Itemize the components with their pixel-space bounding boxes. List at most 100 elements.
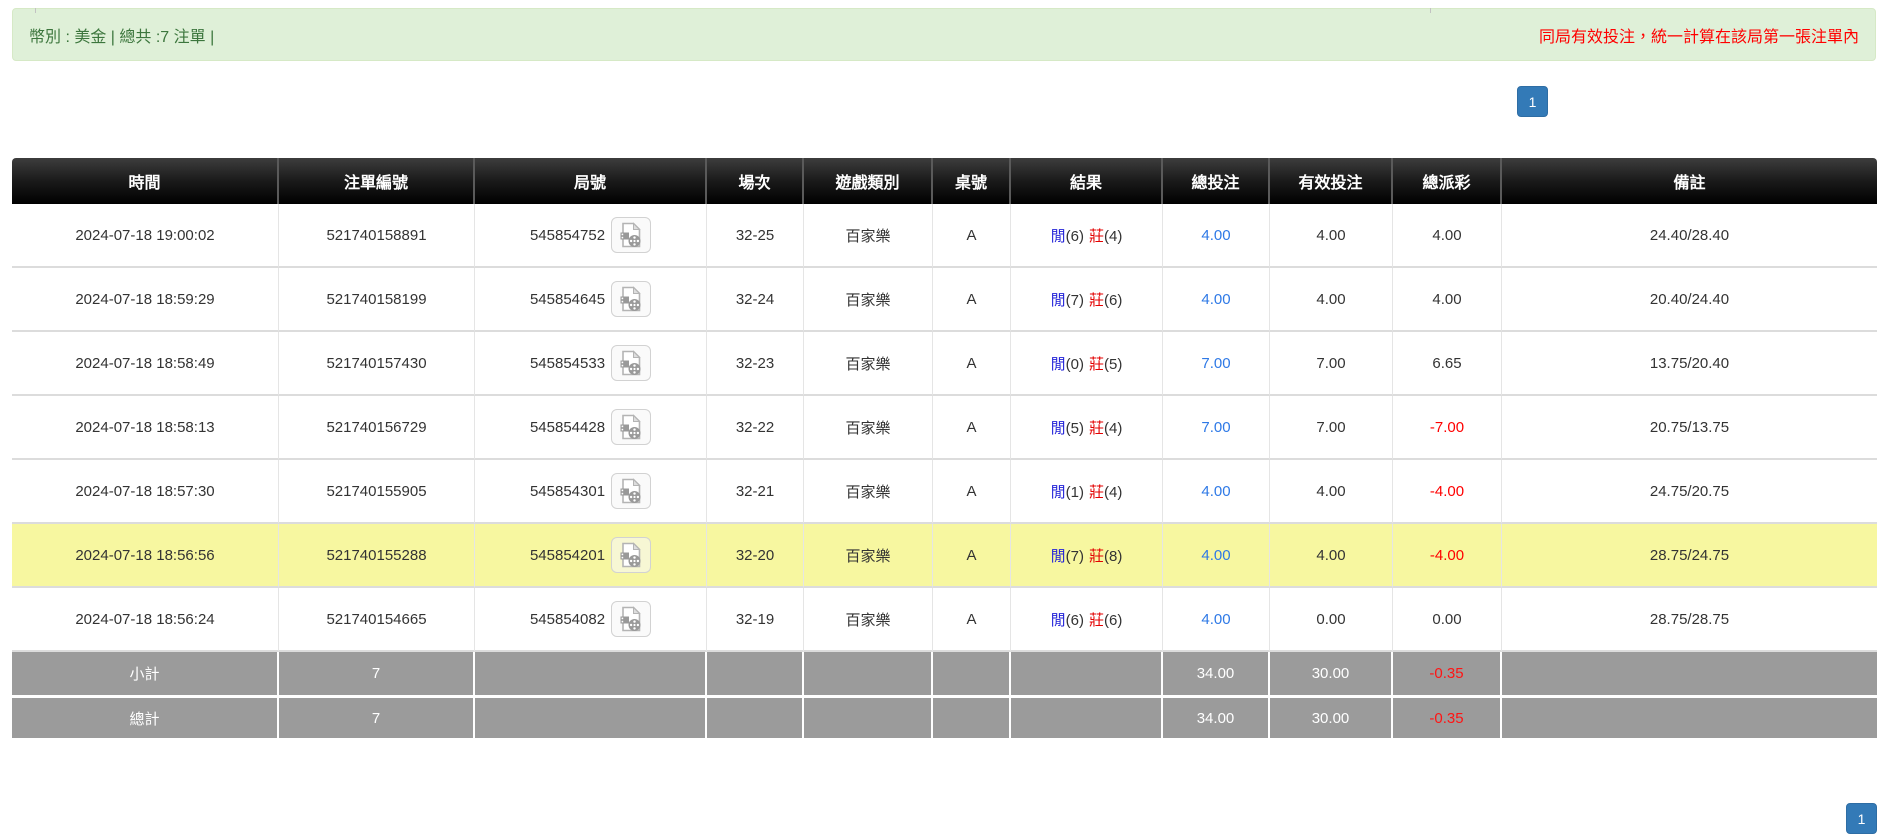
cell-remark: 28.75/28.75 [1502,588,1877,652]
video-replay-button[interactable] [611,473,652,509]
cell-table-number: A [933,268,1011,332]
total-bet-link[interactable]: 4.00 [1201,482,1231,500]
table-number: A [966,354,977,372]
bet-time: 2024-07-18 18:58:13 [75,418,215,436]
cell-time: 2024-07-18 18:56:56 [12,524,279,588]
payout-value: 4.00 [1432,226,1462,244]
valid-bet-value: 4.00 [1316,290,1346,308]
video-replay-button[interactable] [611,217,652,253]
table-row[interactable]: 2024-07-18 19:00:02 521740158891 5458547… [12,204,1877,268]
total-bet-link[interactable]: 4.00 [1201,610,1231,628]
round-number: 545854082 [529,610,606,628]
total-bet-link[interactable]: 4.00 [1201,226,1231,244]
cell-result: 閒(1) 莊(4) [1011,460,1163,524]
cell-bet-number: 521740158891 [279,204,475,268]
cell-total-bet: 7.00 [1163,396,1270,460]
cell-round-number: 545854301 [475,460,707,524]
payout-value: 4.00 [1432,290,1462,308]
banker-label: 莊 [1089,227,1105,245]
bet-number: 521740158199 [326,290,427,308]
bet-time: 2024-07-18 18:56:24 [75,610,215,628]
cell-result: 閒(5) 莊(4) [1011,396,1163,460]
cell-summary-payout: -0.35 [1393,652,1502,695]
column-header: 結果 [1011,158,1163,204]
video-replay-button[interactable] [611,409,652,445]
summary-valid-bet: 30.00 [1311,709,1350,727]
top-edge-remnant-line [35,8,36,13]
total-bet-link[interactable]: 4.00 [1201,546,1231,564]
cell-round-number: 545854533 [475,332,707,396]
cell-empty [1502,652,1877,695]
game-type: 百家樂 [845,291,891,309]
cell-result: 閒(7) 莊(8) [1011,524,1163,588]
header-row: 時間 注單編號 局號 場次 遊戲類別 桌號 結果 總投注 有效投注 總派彩 備註 [12,158,1877,204]
round-number: 545854428 [529,418,606,436]
payout-value: -7.00 [1429,418,1465,436]
cell-round-number: 545854082 [475,588,707,652]
cell-round-number: 545854645 [475,268,707,332]
table-row[interactable]: 2024-07-18 18:56:24 521740154665 5458540… [12,588,1877,652]
table-number: A [966,546,977,564]
player-score: (0) [1065,355,1084,373]
player-label: 閒 [1050,355,1066,373]
summary-row: 總計 7 34.00 30.00 -0.35 [12,695,1877,738]
column-header: 總投注 [1163,158,1270,204]
video-replay-button[interactable] [611,281,652,317]
table-row[interactable]: 2024-07-18 18:56:56 521740155288 5458542… [12,524,1877,588]
total-bet-link[interactable]: 4.00 [1201,290,1231,308]
player-score: (1) [1065,483,1084,501]
valid-bet-value: 0.00 [1316,610,1346,628]
cell-empty [707,695,804,738]
video-replay-button[interactable] [611,601,652,637]
table-number: A [966,610,977,628]
banker-label: 莊 [1089,547,1105,565]
cell-time: 2024-07-18 18:58:13 [12,396,279,460]
cell-bet-number: 521740154665 [279,588,475,652]
cell-valid-bet: 7.00 [1270,332,1393,396]
cell-session: 32-21 [707,460,804,524]
cell-table-number: A [933,396,1011,460]
page-1-button[interactable]: 1 [1517,86,1548,117]
cell-remark: 20.40/24.40 [1502,268,1877,332]
bet-number: 521740154665 [326,610,427,628]
game-type: 百家樂 [845,227,891,245]
cell-time: 2024-07-18 18:58:49 [12,332,279,396]
bet-number: 521740156729 [326,418,427,436]
table-row[interactable]: 2024-07-18 18:59:29 521740158199 5458546… [12,268,1877,332]
banker-label: 莊 [1089,483,1105,501]
session-number: 32-23 [735,354,775,372]
page-1-button-bottom[interactable]: 1 [1846,803,1877,834]
cell-game-type: 百家樂 [804,460,933,524]
cell-session: 32-23 [707,332,804,396]
session-number: 32-21 [735,482,775,500]
cell-result: 閒(6) 莊(6) [1011,588,1163,652]
cell-empty [1011,652,1163,695]
bet-records-table: 時間 注單編號 局號 場次 遊戲類別 桌號 結果 總投注 有效投注 總派彩 備註 2024-07-1… [12,158,1877,738]
summary-count: 7 [371,709,381,727]
column-header: 場次 [707,158,804,204]
cell-total-bet: 4.00 [1163,460,1270,524]
total-bet-link[interactable]: 7.00 [1201,354,1231,372]
summary-valid-bet: 30.00 [1311,665,1350,682]
cell-payout: 6.65 [1393,332,1502,396]
session-number: 32-20 [735,546,775,564]
round-number: 545854533 [529,354,606,372]
cell-session: 32-22 [707,396,804,460]
cell-summary-total-bet: 34.00 [1163,652,1270,695]
cell-game-type: 百家樂 [804,332,933,396]
remark-value: 24.40/28.40 [1649,226,1730,244]
video-replay-icon [620,542,642,568]
table-row[interactable]: 2024-07-18 18:58:49 521740157430 5458545… [12,332,1877,396]
video-replay-button[interactable] [611,345,652,381]
game-type: 百家樂 [845,547,891,565]
remark-value: 13.75/20.40 [1649,354,1730,372]
total-bet-link[interactable]: 7.00 [1201,418,1231,436]
cell-remark: 24.75/20.75 [1502,460,1877,524]
table-row[interactable]: 2024-07-18 18:57:30 521740155905 5458543… [12,460,1877,524]
table-row[interactable]: 2024-07-18 18:58:13 521740156729 5458544… [12,396,1877,460]
video-replay-icon [620,478,642,504]
valid-bet-value: 7.00 [1316,354,1346,372]
session-number: 32-25 [735,226,775,244]
player-score: (5) [1065,419,1084,437]
video-replay-button[interactable] [611,537,652,573]
